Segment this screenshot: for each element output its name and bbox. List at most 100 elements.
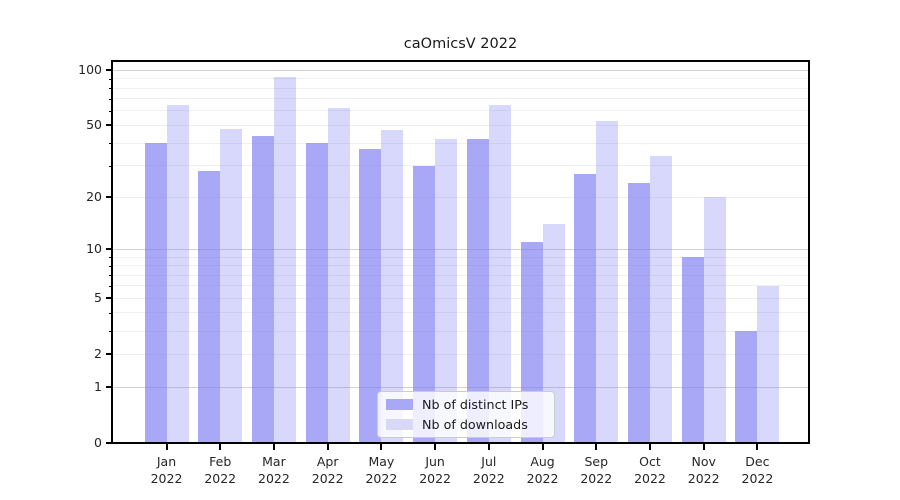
- bar-ips-mar-2022: [251, 135, 274, 443]
- gridline-minor-3: [112, 330, 809, 332]
- y-tick-label-1: 1: [94, 379, 102, 394]
- x-tick-year: 2022: [204, 471, 237, 486]
- y-tick-mark: [106, 386, 112, 388]
- legend-item-ips: Nb of distinct IPs: [386, 397, 554, 412]
- y-tick-mark: [106, 69, 112, 72]
- x-tick-year: 2022: [150, 471, 183, 486]
- legend-label: Nb of distinct IPs: [422, 397, 529, 412]
- x-tick-month: May: [368, 454, 395, 469]
- x-tick-mark: [326, 444, 329, 450]
- bar-downloads-apr-2022: [327, 108, 350, 443]
- y-minor-tick-mark: [109, 257, 112, 258]
- gridline-minor-30: [112, 165, 809, 167]
- y-tick-mark: [106, 124, 112, 127]
- gridline-minor-4: [112, 312, 809, 314]
- x-tick-month: Jun: [425, 454, 445, 469]
- x-tick-mark: [756, 444, 759, 450]
- x-tick-label-jul: Jul 2022: [459, 453, 519, 487]
- x-tick-mark: [648, 444, 651, 450]
- gridline-minor-80: [112, 87, 809, 89]
- y-tick-label-0: 0: [94, 435, 102, 450]
- bar-ips-feb-2022: [198, 170, 221, 443]
- x-tick-mark: [219, 444, 222, 450]
- bar-ips-nov-2022: [681, 257, 704, 443]
- x-tick-mark: [380, 444, 383, 450]
- y-tick-mark: [106, 442, 112, 444]
- bar-downloads-oct-2022: [649, 155, 672, 443]
- x-tick-label-sep: Sep 2022: [566, 453, 626, 487]
- bar-ips-apr-2022: [305, 143, 328, 443]
- bar-downloads-nov-2022: [703, 197, 726, 443]
- gridline-major-1: [112, 386, 809, 388]
- bar-downloads-sep-2022: [596, 120, 619, 443]
- y-tick-label-50: 50: [86, 117, 102, 133]
- x-tick-mark: [541, 444, 544, 450]
- y-minor-tick-mark: [109, 98, 112, 100]
- x-tick-year: 2022: [419, 471, 451, 486]
- y-tick-mark: [106, 248, 112, 251]
- bar-downloads-jun-2022: [435, 139, 458, 443]
- gridline-minor-90: [112, 78, 809, 80]
- y-tick-label-20: 20: [86, 189, 102, 205]
- x-tick-month: Oct: [639, 454, 661, 469]
- bar-downloads-may-2022: [381, 130, 404, 443]
- y-minor-tick-mark: [109, 143, 112, 145]
- y-minor-tick-mark: [109, 88, 112, 90]
- x-tick-month: Sep: [584, 454, 609, 469]
- gridline-minor-8: [112, 265, 809, 266]
- x-tick-year: 2022: [741, 471, 774, 486]
- x-tick-label-mar: Mar 2022: [244, 453, 304, 487]
- x-tick-label-apr: Apr 2022: [298, 453, 358, 487]
- legend-label: Nb of downloads: [422, 417, 528, 432]
- x-tick-label-oct: Oct 2022: [620, 453, 680, 487]
- y-minor-tick-mark: [109, 285, 112, 287]
- gridline-minor-7: [112, 274, 809, 276]
- bar-ips-jul-2022: [466, 139, 489, 443]
- x-tick-month: Dec: [745, 454, 770, 469]
- y-minor-tick-mark: [109, 110, 112, 112]
- x-tick-year: 2022: [580, 471, 613, 486]
- x-tick-label-may: May 2022: [351, 453, 411, 487]
- x-tick-year: 2022: [472, 471, 505, 486]
- bar-downloads-jul-2022: [488, 104, 511, 443]
- gridline-minor-6: [112, 285, 809, 287]
- legend: Nb of distinct IPs Nb of downloads: [377, 391, 555, 438]
- gridline-major-10: [112, 248, 809, 250]
- x-tick-month: Nov: [691, 454, 716, 469]
- x-tick-label-nov: Nov 2022: [674, 453, 734, 487]
- bar-ips-sep-2022: [574, 173, 597, 443]
- y-tick-mark: [106, 353, 112, 356]
- y-minor-tick-mark: [109, 331, 112, 333]
- bar-downloads-feb-2022: [220, 128, 243, 443]
- gridline-minor-60: [112, 110, 809, 112]
- x-tick-mark: [272, 444, 275, 450]
- y-tick-label-5: 5: [94, 290, 102, 306]
- bar-ips-may-2022: [359, 149, 382, 443]
- bar-ips-oct-2022: [627, 182, 650, 443]
- y-tick-label-2: 2: [94, 346, 102, 362]
- y-minor-tick-mark: [109, 312, 112, 314]
- x-tick-month: Jul: [481, 454, 497, 469]
- y-minor-tick-mark: [109, 275, 112, 277]
- x-tick-label-dec: Dec 2022: [727, 453, 787, 487]
- x-tick-label-aug: Aug 2022: [513, 453, 573, 487]
- y-minor-tick-mark: [109, 265, 112, 267]
- x-tick-mark: [165, 444, 168, 450]
- bar-downloads-dec-2022: [757, 285, 780, 443]
- y-tick-mark: [106, 297, 112, 300]
- gridline-minor-50: [112, 124, 809, 126]
- bar-downloads-aug-2022: [542, 224, 565, 443]
- bar-ips-jun-2022: [413, 165, 436, 443]
- bar-downloads-jan-2022: [166, 104, 189, 443]
- gridline-minor-9: [112, 256, 809, 258]
- y-minor-tick-mark: [109, 165, 112, 167]
- x-tick-mark: [595, 444, 598, 450]
- x-tick-month: Mar: [262, 454, 286, 469]
- x-tick-month: Feb: [209, 454, 232, 469]
- x-tick-year: 2022: [258, 471, 290, 486]
- chart-title: caOmicsV 2022: [403, 36, 518, 52]
- legend-swatch-downloads: [386, 419, 413, 430]
- gridline-minor-2: [112, 353, 809, 355]
- x-tick-mark: [487, 444, 490, 450]
- legend-item-downloads: Nb of downloads: [386, 417, 554, 432]
